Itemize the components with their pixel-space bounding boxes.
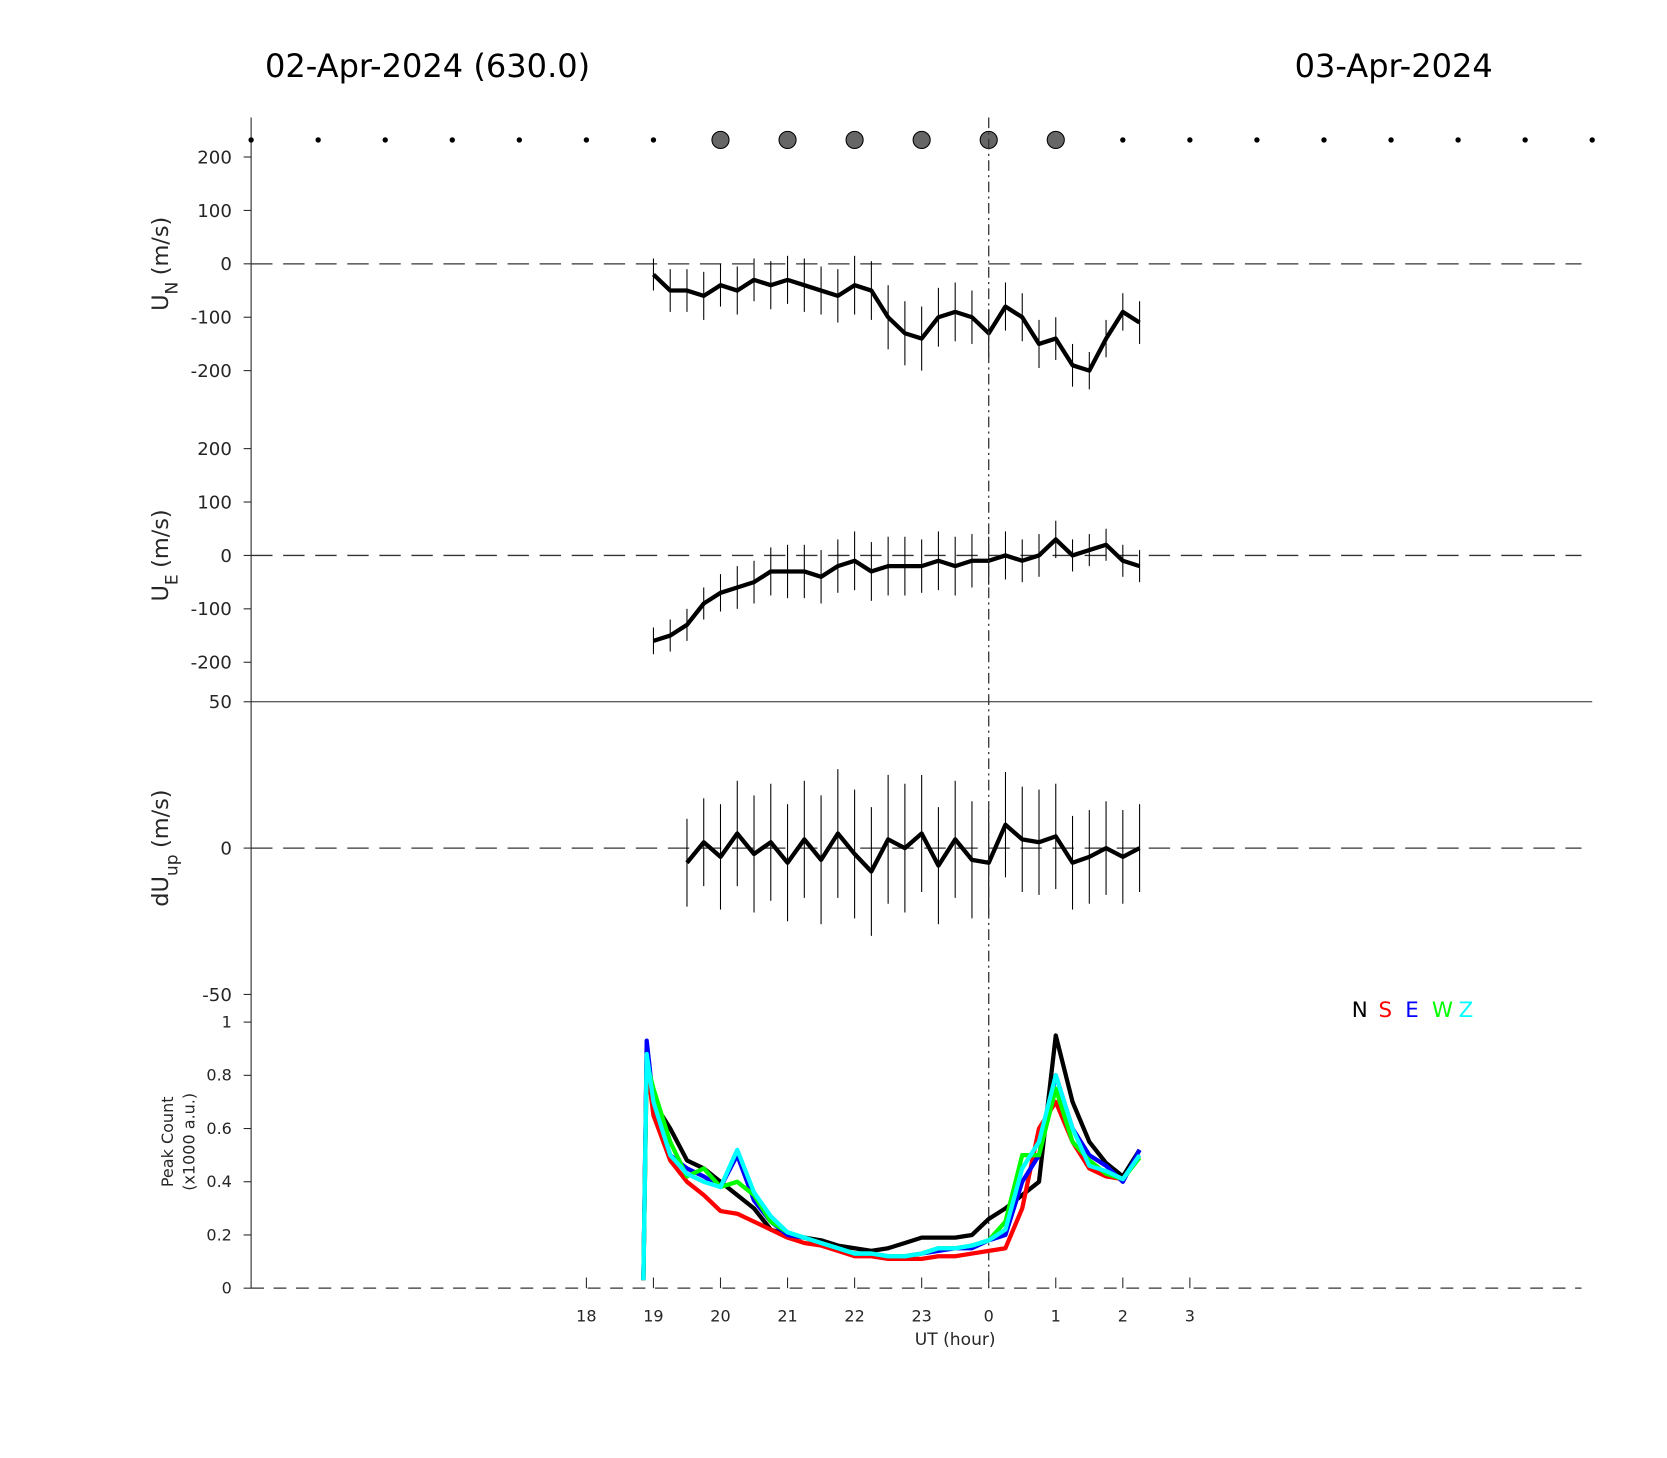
y-tick-label: 0.8 <box>206 1066 231 1085</box>
hour-dot <box>315 137 321 143</box>
data-line <box>641 1051 1142 1281</box>
y-tick-label: -200 <box>191 653 232 674</box>
y-tick-label: -100 <box>191 308 232 329</box>
hour-circle <box>711 130 730 150</box>
y-tick-label: -200 <box>191 361 232 382</box>
x-tick-label: 22 <box>844 1306 864 1325</box>
y-label-main: U <box>148 585 174 601</box>
y-label-main: dU <box>148 876 174 907</box>
x-tick-label: 3 <box>1185 1306 1195 1325</box>
x-axis-label: UT (hour) <box>915 1330 996 1350</box>
right-title: 03-Apr-2024 <box>1295 47 1493 85</box>
y-label-unit: (m/s) <box>148 509 174 568</box>
x-tick-label: 23 <box>911 1306 931 1325</box>
x-tick-label: 18 <box>576 1306 596 1325</box>
hour-dot <box>382 137 388 143</box>
y-tick-label: 0 <box>220 546 232 567</box>
y-tick-label: 200 <box>197 147 232 168</box>
x-tick-label: 20 <box>710 1306 730 1325</box>
y-tick-label: 0 <box>220 839 232 860</box>
y-tick-label: 50 <box>209 692 232 713</box>
y-tick-label: 200 <box>197 439 232 460</box>
data-line <box>641 1033 1142 1281</box>
y-tick-label: 100 <box>197 201 232 222</box>
y-tick-label: -100 <box>191 599 232 620</box>
y-tick-label: 0 <box>222 1279 232 1298</box>
hour-dot <box>1254 137 1260 143</box>
hour-dot <box>583 137 590 143</box>
data-line <box>652 537 1141 643</box>
y-label-unit: (m/s) <box>148 217 174 276</box>
x-tick-label: 2 <box>1118 1306 1128 1325</box>
hour-dot <box>1321 137 1327 143</box>
y-tick-label: 1 <box>222 1012 232 1031</box>
hour-circle <box>845 130 864 150</box>
x-tick-label: 21 <box>777 1306 797 1325</box>
hour-circle <box>912 130 931 150</box>
y-tick-label: -50 <box>202 985 232 1006</box>
hour-dot <box>248 137 254 143</box>
y-tick-label: 0.2 <box>206 1225 231 1244</box>
y-tick-label: 0.4 <box>206 1172 231 1191</box>
y-tick-label: 0 <box>220 254 232 275</box>
y-axis-label: UN (m/s) <box>148 217 183 311</box>
y-tick-label: 100 <box>197 492 232 513</box>
hour-dot <box>1455 137 1461 143</box>
hour-dot <box>1120 137 1126 143</box>
y-label-sub: E <box>162 574 182 585</box>
y-axis-label: dUup (m/s) <box>148 789 183 906</box>
hour-dot <box>1589 137 1595 143</box>
legend-entry: W <box>1432 998 1453 1023</box>
x-tick-label: 19 <box>643 1306 663 1325</box>
hour-dot <box>1522 137 1528 143</box>
hour-circle <box>778 130 797 150</box>
hour-dot <box>449 137 455 143</box>
legend-entry: S <box>1378 998 1392 1023</box>
y-axis-label: UE (m/s) <box>148 509 183 601</box>
y-label-sub: up <box>162 854 182 876</box>
hour-dot <box>1187 137 1193 143</box>
hour-circle <box>1046 130 1065 150</box>
y-label-sub: N <box>162 282 182 295</box>
data-line <box>651 272 1141 373</box>
legend-entry: N <box>1352 998 1368 1023</box>
hour-dot <box>650 137 657 143</box>
legend-entry: E <box>1405 998 1419 1023</box>
data-line <box>685 822 1141 874</box>
y-axis-label-2: (x1000 a.u.) <box>179 1093 198 1191</box>
y-tick-label: 0.6 <box>206 1119 231 1138</box>
x-tick-label: 1 <box>1051 1306 1061 1325</box>
left-title: 02-Apr-2024 (630.0) <box>265 47 590 85</box>
y-label-main: U <box>148 294 174 310</box>
y-axis-label: Peak Count <box>158 1096 177 1187</box>
hour-dot <box>1388 137 1394 143</box>
hour-dot <box>516 137 523 143</box>
y-label-unit: (m/s) <box>148 789 174 848</box>
x-tick-label: 0 <box>984 1306 994 1325</box>
legend-entry: Z <box>1459 998 1474 1023</box>
